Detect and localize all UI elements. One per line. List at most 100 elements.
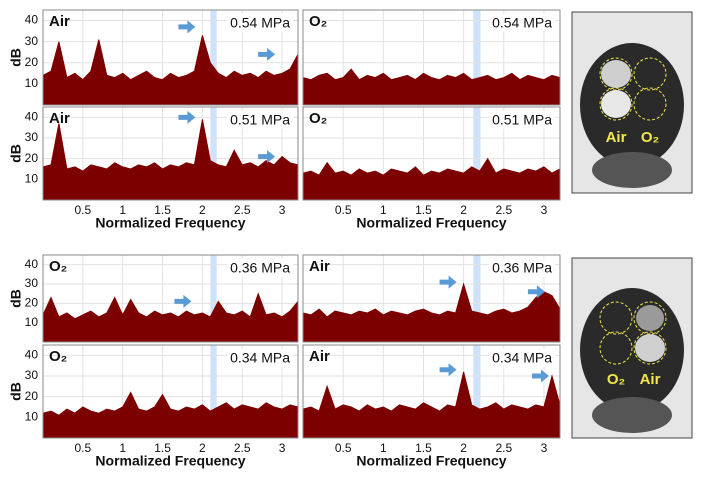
y-tick-label: 40: [25, 13, 39, 27]
arrow: [439, 275, 457, 289]
highlight-band: [210, 255, 217, 342]
label-bg: [227, 110, 294, 129]
label-bg: [489, 110, 556, 129]
x-tick-label: 2: [199, 203, 206, 217]
image-label: O₂: [607, 371, 625, 388]
x-axis-title: Normalized Frequency: [356, 215, 506, 231]
y-tick-label: 10: [25, 315, 39, 329]
x-tick-label: 1.5: [415, 203, 432, 217]
panel-label: O₂: [49, 258, 67, 275]
spectrum: [42, 35, 299, 106]
spectrum: [302, 371, 561, 439]
spectrum-panel: 0.5 1 1.5 2 2.5 3 10 20 30 40 O₂ 0.34 MPa dB Normaliz…: [8, 344, 299, 469]
label-bg: [227, 13, 294, 32]
highlight-band: [473, 10, 481, 105]
label-bg: [227, 258, 294, 277]
x-tick-label: 2.5: [234, 441, 251, 455]
panel-label: Air: [49, 110, 70, 127]
y-tick-label: 40: [25, 110, 39, 124]
arrow: [439, 363, 457, 377]
plot-frame: [302, 9, 561, 106]
x-tick-label: 2: [460, 203, 467, 217]
spectrum-panel: Air 0.36 MPa: [302, 254, 561, 343]
arrow: [531, 369, 549, 383]
panel-label: Air: [49, 13, 70, 30]
brain: [592, 152, 672, 188]
spectrum-panel: 0.5 1 1.5 2 2.5 3 O₂ 0.51 MPa Normalized Frequen…: [302, 106, 561, 231]
vessel: [601, 90, 631, 118]
y-tick-label: 40: [25, 257, 39, 271]
spectrum: [42, 292, 299, 343]
x-tick-label: 2: [199, 441, 206, 455]
highlight-band: [473, 107, 481, 200]
y-tick-label: 10: [25, 410, 39, 424]
pressure-label: 0.36 MPa: [492, 260, 552, 276]
x-tick-label: 0.5: [75, 441, 92, 455]
spectrum-panel: 10 20 30 40 Air 0.54 MPa dB: [8, 9, 299, 106]
arrow: [178, 110, 196, 124]
plot-frame: [42, 344, 299, 439]
y-tick-label: 30: [25, 34, 39, 48]
highlight-band: [210, 107, 217, 200]
y-tick-label: 20: [25, 151, 39, 165]
y-tick-label: 20: [25, 389, 39, 403]
pressure-label: 0.34 MPa: [492, 350, 552, 366]
roi: [599, 87, 633, 121]
x-tick-label: 1: [380, 441, 387, 455]
roi: [599, 57, 633, 91]
x-tick-label: 0.5: [335, 203, 352, 217]
image-label: Air: [606, 129, 627, 146]
label-bg: [489, 258, 556, 277]
x-tick-label: 0.5: [75, 203, 92, 217]
x-tick-label: 1: [380, 203, 387, 217]
brain: [592, 397, 672, 433]
x-tick-label: 3: [541, 441, 548, 455]
plot-frame: [302, 344, 561, 439]
arrow: [258, 150, 276, 164]
spectrum: [42, 119, 299, 201]
x-axis-title: Normalized Frequency: [95, 453, 245, 469]
panel-label: Air: [309, 348, 330, 365]
image-label: O₂: [641, 129, 659, 146]
y-tick-label: 30: [25, 276, 39, 290]
x-tick-label: 2.5: [234, 203, 251, 217]
mri-image: O₂ Air: [571, 257, 693, 439]
x-tick-label: 2.5: [495, 441, 512, 455]
pressure-label: 0.54 MPa: [492, 15, 552, 31]
panel-label: Air: [309, 258, 330, 275]
highlight-band: [210, 345, 217, 438]
y-tick-label: 20: [25, 55, 39, 69]
x-tick-label: 0.5: [335, 441, 352, 455]
spectrum-panel: 10 20 30 40 O₂ 0.36 MPa dB: [8, 254, 299, 343]
vessel: [636, 305, 664, 331]
arrow: [174, 294, 192, 308]
pressure-label: 0.54 MPa: [230, 15, 290, 31]
x-tick-label: 1.5: [154, 203, 171, 217]
label-bg: [489, 348, 556, 367]
x-axis-title: Normalized Frequency: [95, 215, 245, 231]
highlight-band: [473, 345, 481, 438]
spectrum: [302, 68, 561, 106]
pressure-label: 0.36 MPa: [230, 260, 290, 276]
label-bg: [489, 13, 556, 32]
plot-frame: [302, 254, 561, 343]
x-tick-label: 1: [119, 203, 126, 217]
x-tick-label: 3: [541, 203, 548, 217]
y-axis-title: dB: [8, 382, 24, 401]
roi: [633, 331, 667, 365]
roi: [633, 301, 667, 335]
arrow: [178, 20, 196, 34]
plot-frame: [42, 9, 299, 106]
roi: [599, 301, 633, 335]
vessel: [635, 334, 665, 362]
pressure-label: 0.34 MPa: [230, 350, 290, 366]
y-axis-title: dB: [8, 144, 24, 163]
spectrum-panel: O₂ 0.54 MPa: [302, 9, 561, 106]
x-tick-label: 1: [119, 441, 126, 455]
roi: [599, 331, 633, 365]
y-tick-label: 40: [25, 348, 39, 362]
plot-frame: [42, 106, 299, 201]
plot-frame: [42, 254, 299, 343]
panel-label: O₂: [49, 348, 67, 365]
